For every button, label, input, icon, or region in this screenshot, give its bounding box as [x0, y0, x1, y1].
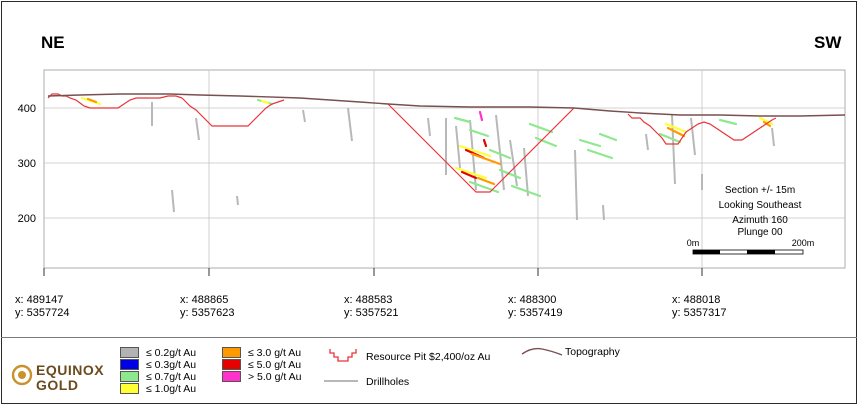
coordinate-x: x: 489147	[15, 294, 64, 306]
logo-text-line1: EQUINOX	[36, 362, 105, 378]
legend-topography-symbol	[521, 347, 563, 356]
legend-pit-symbol	[329, 349, 357, 362]
legend-drillhole-label: Drillholes	[366, 376, 410, 388]
cross-section-plot: 400 300 200	[18, 69, 846, 276]
coordinate-5: x: 488018 y: 5357317	[672, 294, 726, 320]
pit-2	[181, 97, 285, 127]
section-info-line3: Azimuth 160	[732, 215, 788, 226]
y-tick-200: 200	[18, 213, 36, 225]
legend-label-0.7: ≤ 0.7g/t Au	[146, 371, 197, 383]
legend-label-3.0: ≤ 3.0 g/t Au	[248, 347, 302, 359]
legend-drillhole-symbol	[324, 380, 358, 382]
coordinate-x: x: 488583	[344, 294, 393, 306]
legend-label-0.3: ≤ 0.3g/t Au	[146, 359, 197, 371]
legend-swatch-3.0	[222, 347, 241, 358]
coordinate-y: y: 5357623	[180, 307, 235, 319]
legend-label-1.0: ≤ 1.0g/t Au	[146, 383, 197, 395]
x-ticks	[43, 268, 703, 276]
resource-pit-outlines	[47, 93, 777, 193]
coordinate-1: x: 489147 y: 5357724	[15, 294, 69, 320]
legend-label-gt5.0: > 5.0 g/t Au	[248, 371, 302, 383]
legend-label-0.2: ≤ 0.2g/t Au	[146, 347, 197, 359]
section-info-line2: Looking Southeast	[718, 200, 802, 211]
legend-swatch-5.0	[222, 359, 241, 370]
coordinate-x: x: 488018	[672, 294, 721, 306]
legend-label-5.0: ≤ 5.0 g/t Au	[248, 359, 302, 371]
coordinate-2: x: 488865 y: 5357623	[180, 294, 234, 320]
pit-1	[47, 93, 183, 109]
direction-sw: SW	[814, 33, 842, 52]
coordinate-y: y: 5357419	[508, 307, 563, 319]
coordinate-y: y: 5357521	[344, 307, 399, 319]
legend-swatch-0.2	[120, 347, 139, 358]
grade-intercepts	[80, 96, 774, 198]
coordinate-4: x: 488300 y: 5357419	[508, 294, 562, 320]
y-tick-300: 300	[18, 158, 36, 170]
coordinate-y: y: 5357317	[672, 307, 727, 319]
legend-swatch-gt5.0	[222, 371, 241, 382]
topography-line	[47, 93, 846, 117]
section-info: Section +/- 15m Looking Southeast Azimut…	[700, 185, 820, 239]
legend-swatch-0.7	[120, 371, 139, 382]
legend-separator	[1, 337, 857, 338]
coordinate-x: x: 488300	[508, 294, 557, 306]
drillholes	[151, 102, 775, 221]
scale-bar-start: 0m	[687, 238, 700, 248]
plot-area	[43, 69, 846, 269]
y-tick-400: 400	[18, 103, 36, 115]
coordinate-y: y: 5357724	[15, 307, 70, 319]
section-info-line1: Section +/- 15m	[724, 185, 796, 196]
legend-topography-label: Topography	[565, 346, 620, 358]
scale-bar-end: 200m	[792, 238, 815, 248]
section-info-line4: Plunge 00	[737, 227, 783, 238]
legend-swatch-0.3	[120, 359, 139, 370]
pit-3	[387, 103, 575, 193]
direction-ne: NE	[41, 33, 65, 52]
scale-bar: 0m 200m	[687, 238, 815, 255]
legend-swatch-1.0	[120, 383, 139, 394]
equinox-gold-sun-icon	[11, 364, 33, 386]
pit-4	[627, 113, 777, 145]
coordinate-x: x: 488865	[180, 294, 229, 306]
legend-pit-label: Resource Pit $2,400/oz Au	[366, 351, 491, 363]
logo-text-line2: GOLD	[36, 377, 79, 393]
coordinate-3: x: 488583 y: 5357521	[344, 294, 398, 320]
